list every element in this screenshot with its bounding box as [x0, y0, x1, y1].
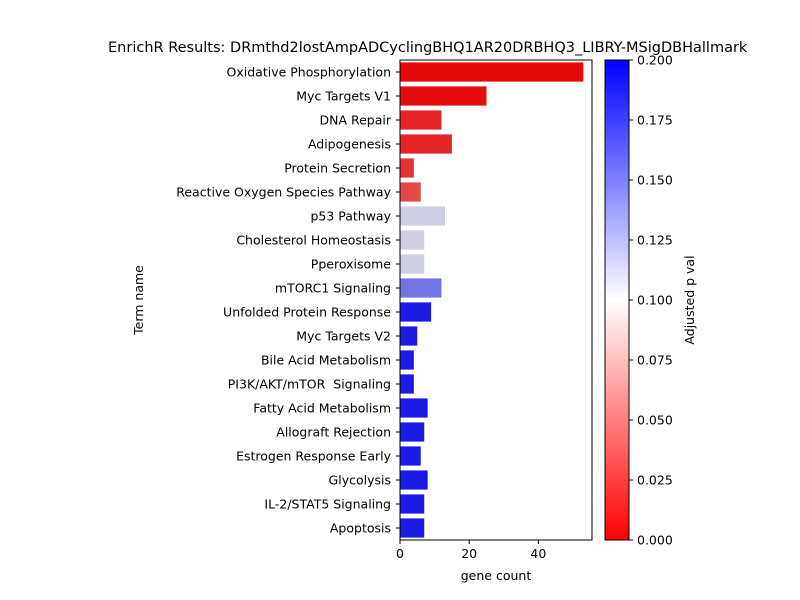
bar [400, 422, 425, 442]
colorbar-label: Adjusted p val [682, 255, 697, 344]
bar [400, 278, 442, 298]
bar [400, 350, 414, 370]
y-tick-label: Estrogen Response Early [236, 449, 392, 464]
plot-frame [399, 59, 593, 541]
y-tick-label: Apoptosis [330, 521, 391, 536]
bar [400, 134, 452, 154]
y-tick-label: Oxidative Phosphorylation [227, 65, 391, 80]
y-tick-label: Adipogenesis [308, 137, 391, 152]
y-tick-labels: Oxidative Phosphorylation Myc Targets V1 D… [176, 65, 400, 536]
bar [400, 374, 414, 394]
y-tick-label: Myc Targets V2 [296, 329, 391, 344]
colorbar-tick-label: 0.200 [637, 53, 673, 68]
bar [400, 62, 584, 82]
colorbar [604, 59, 630, 541]
bar [400, 254, 425, 274]
colorbar-tick-label: 0.150 [637, 173, 673, 188]
bar [400, 182, 421, 202]
bar [400, 326, 418, 346]
y-tick-label: PI3K/AKT/mTOR Signaling [228, 377, 391, 392]
bar [400, 158, 414, 178]
bar [400, 470, 428, 490]
bar [400, 230, 425, 250]
colorbar-tick-label: 0.100 [637, 293, 673, 308]
y-tick-label: Reactive Oxygen Species Pathway [176, 185, 391, 200]
y-tick-label: Bile Acid Metabolism [261, 353, 391, 368]
y-tick-label: Fatty Acid Metabolism [253, 401, 391, 416]
bar [400, 518, 425, 538]
y-tick-label: Myc Targets V1 [296, 89, 391, 104]
x-axis-ticks: 0 20 40 [396, 540, 546, 561]
y-tick-label: Allograft Rejection [276, 425, 391, 440]
y-tick-label: Unfolded Protein Response [223, 305, 391, 320]
y-tick-label: DNA Repair [319, 113, 391, 128]
colorbar-tick-label: 0.125 [637, 233, 673, 248]
x-axis-label: gene count [461, 568, 532, 583]
y-tick-label: mTORC1 Signaling [275, 281, 391, 296]
bar [400, 446, 421, 466]
bar [400, 86, 487, 106]
y-tick-label: IL-2/STAT5 Signaling [264, 497, 391, 512]
y-tick-label: p53 Pathway [310, 209, 391, 224]
x-tick-label: 40 [530, 546, 546, 561]
y-tick-label: Glycolysis [329, 473, 391, 488]
y-tick-label: Cholesterol Homeostasis [236, 233, 391, 248]
y-tick-label: Pperoxisome [311, 257, 391, 272]
bar [400, 110, 442, 130]
bar [400, 398, 428, 418]
bar [400, 302, 432, 322]
colorbar-tick-label: 0.000 [637, 533, 673, 548]
x-tick-label: 0 [396, 546, 404, 561]
y-axis-label: Term name [131, 265, 146, 336]
colorbar-tick-label: 0.050 [637, 413, 673, 428]
x-tick-label: 20 [461, 546, 477, 561]
colorbar-tick-label: 0.075 [637, 353, 673, 368]
bar [400, 206, 445, 226]
bars-group [400, 62, 584, 538]
chart-title: EnrichR Results: DRmthd2lostAmpADCycling… [108, 40, 748, 56]
colorbar-tick-label: 0.025 [637, 473, 673, 488]
colorbar-tick-label: 0.175 [637, 113, 673, 128]
bar [400, 494, 425, 514]
colorbar-ticks: 0.000 0.025 0.050 0.075 0.100 0.125 0.150 0.175… [629, 53, 673, 548]
y-tick-label: Protein Secretion [284, 161, 391, 176]
